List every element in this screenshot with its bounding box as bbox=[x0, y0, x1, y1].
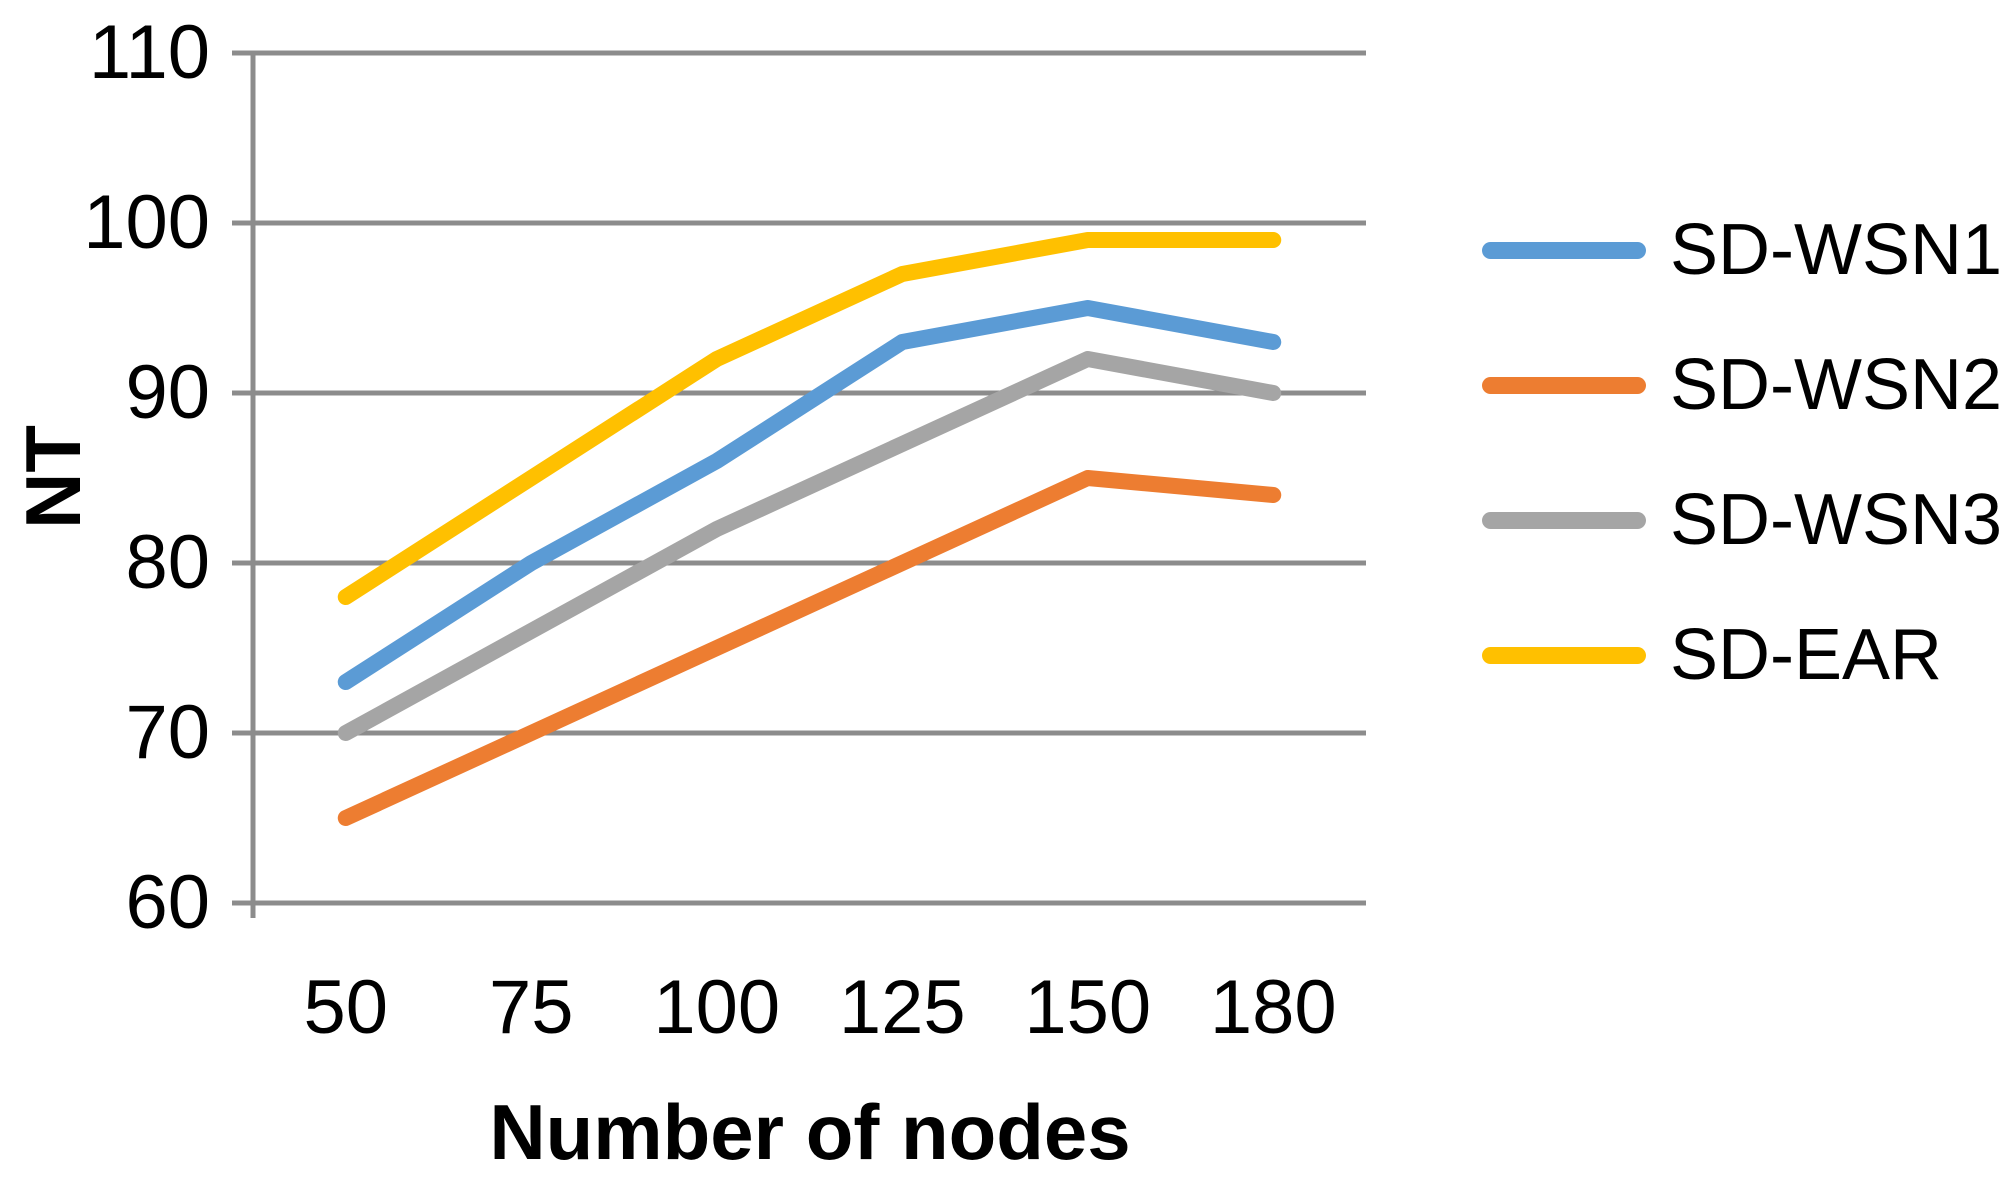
series-line-sd-wsn3 bbox=[337, 351, 1282, 741]
y-tick-label: 90 bbox=[125, 350, 210, 435]
x-tick-label: 180 bbox=[1209, 965, 1337, 1050]
legend-item-sd-wsn3: SD-WSN3 bbox=[1482, 475, 2002, 565]
y-tick-label: 110 bbox=[88, 10, 210, 95]
legend-label: SD-WSN2 bbox=[1670, 345, 2002, 425]
legend-swatch-sd-wsn2 bbox=[1482, 376, 1646, 394]
legend-item-sd-wsn1: SD-WSN1 bbox=[1482, 205, 2002, 295]
x-tick-label: 75 bbox=[488, 965, 574, 1050]
x-tick-label: 125 bbox=[838, 965, 966, 1050]
series-line-sd-wsn1 bbox=[337, 300, 1282, 690]
y-tick-label: 100 bbox=[83, 180, 210, 265]
legend-item-sd-ear: SD-EAR bbox=[1482, 610, 1942, 700]
legend-label: SD-WSN1 bbox=[1670, 210, 2002, 290]
series-line-sd-wsn2 bbox=[337, 470, 1282, 826]
legend-swatch-sd-wsn3 bbox=[1482, 511, 1646, 529]
legend-label: SD-EAR bbox=[1670, 615, 1943, 695]
legend-swatch-sd-wsn1 bbox=[1482, 241, 1646, 259]
legend-label: SD-WSN3 bbox=[1670, 480, 2002, 560]
legend-item-sd-wsn2: SD-WSN2 bbox=[1482, 340, 2002, 430]
y-tick-label: 80 bbox=[125, 520, 210, 605]
y-tick-label: 60 bbox=[125, 860, 210, 945]
x-axis-title: Number of nodes bbox=[489, 1088, 1131, 1176]
legend-swatch-sd-ear bbox=[1482, 646, 1646, 664]
x-tick-label: 50 bbox=[303, 965, 389, 1050]
series-line-sd-ear bbox=[337, 232, 1282, 605]
x-tick-label: 150 bbox=[1024, 965, 1152, 1050]
y-tick-label: 70 bbox=[125, 690, 210, 775]
legend: SD-WSN1 SD-WSN2 SD-WSN3 SD-EAR bbox=[1482, 0, 2002, 1188]
x-tick-label: 100 bbox=[653, 965, 781, 1050]
